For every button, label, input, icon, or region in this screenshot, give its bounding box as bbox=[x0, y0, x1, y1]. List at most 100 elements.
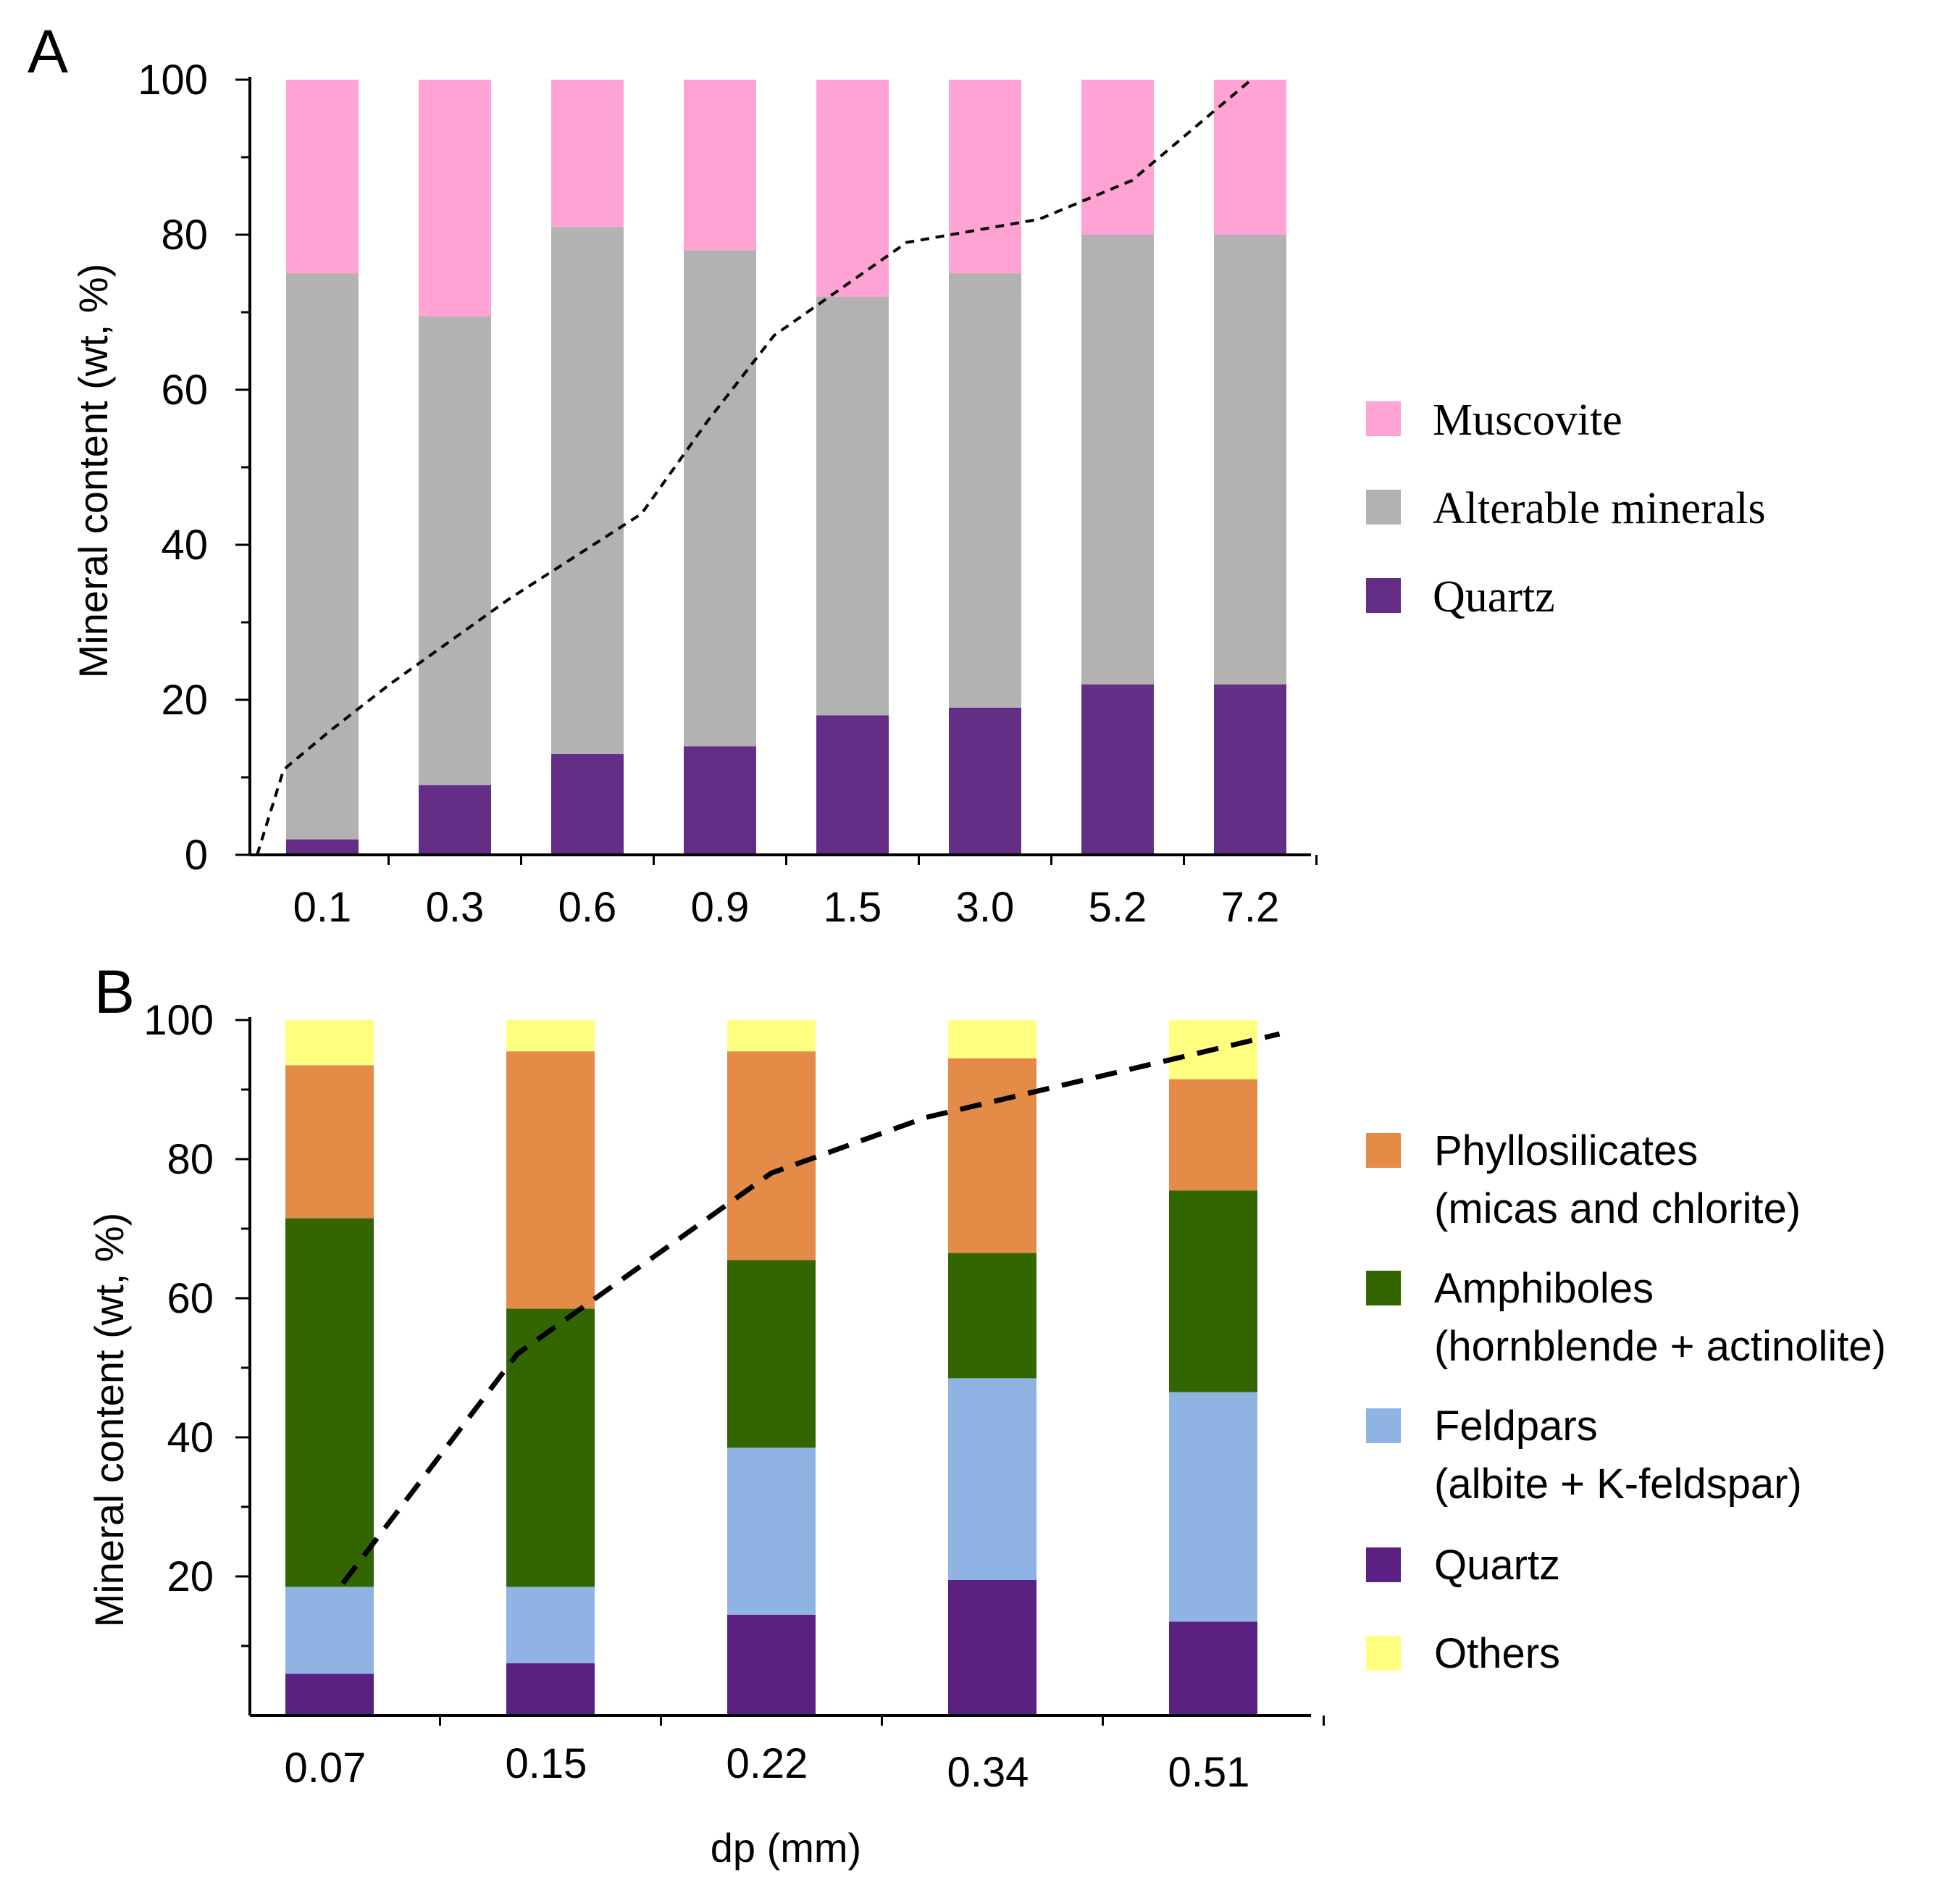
legend-swatch-feldpars bbox=[1366, 1408, 1401, 1443]
bar-segment-quartz bbox=[816, 715, 889, 855]
x-tick-label: 0.15 bbox=[506, 1740, 587, 1787]
y-tick-label: 0 bbox=[185, 832, 208, 879]
legend-detail: (micas and chlorite) bbox=[1434, 1185, 1801, 1232]
bar-segment-alterable-minerals bbox=[949, 273, 1021, 708]
panel-b: B 20 40 60 80 100 0.07 0.15 0.22 0.34 0.51 Minera… bbox=[86, 958, 1886, 1871]
panel-b-axes: 20 40 60 80 100 0.07 0.15 0.22 0.34 0.51 bbox=[143, 997, 1325, 1796]
x-tick-label: 0.9 bbox=[691, 884, 750, 931]
legend-label: Phyllosilicates bbox=[1434, 1127, 1698, 1174]
x-tick-label: 1.5 bbox=[824, 884, 882, 931]
legend-label: Feldpars bbox=[1434, 1403, 1598, 1450]
bar-segment-feldpars bbox=[506, 1587, 595, 1663]
legend-swatch-others bbox=[1366, 1636, 1401, 1671]
bar-segment-feldpars bbox=[285, 1587, 374, 1674]
bar-segment-muscovite bbox=[1081, 80, 1154, 235]
bar-segment-amphiboles bbox=[1169, 1190, 1257, 1392]
bar-segment-quartz bbox=[1169, 1621, 1257, 1716]
bar-segment-phyllosilicates bbox=[506, 1051, 595, 1309]
legend-swatch-amphiboles bbox=[1366, 1271, 1401, 1305]
legend-swatch-phyllosilicates bbox=[1366, 1133, 1401, 1168]
bar-segment-quartz bbox=[1081, 684, 1154, 855]
legend-swatch-quartz bbox=[1366, 1547, 1401, 1582]
x-tick-label: 0.1 bbox=[293, 884, 352, 931]
bar-segment-muscovite bbox=[286, 80, 359, 274]
bar-segment-muscovite bbox=[551, 80, 624, 227]
panel-b-bars bbox=[285, 1020, 1257, 1716]
bar-segment-alterable-minerals bbox=[684, 250, 756, 747]
panel-b-legend: Phyllosilicates (micas and chlorite) Amphi… bbox=[1366, 1127, 1886, 1677]
bar-segment-quartz bbox=[1214, 684, 1286, 855]
legend-swatch-alterable-minerals bbox=[1366, 490, 1401, 525]
panel-b-cumulative-curve bbox=[340, 1031, 1281, 1585]
panel-a-legend: Muscovite Alterable minerals Quartz bbox=[1366, 396, 1766, 622]
legend-label: Muscovite bbox=[1433, 396, 1622, 445]
bar-segment-amphiboles bbox=[285, 1218, 374, 1587]
panel-a-axes: 0 20 40 60 80 100 0.1 0.3 0.6 0.9 1.5 3.0 5.2 7.2 bbox=[138, 57, 1318, 931]
bar-segment-alterable-minerals bbox=[419, 316, 491, 785]
bar-segment-quartz bbox=[419, 785, 491, 855]
x-tick-label: 0.22 bbox=[726, 1740, 808, 1787]
panel-a-label: A bbox=[28, 17, 68, 85]
bar-segment-muscovite bbox=[419, 80, 491, 317]
cumulative-curve-line bbox=[256, 78, 1252, 856]
panel-b-label: B bbox=[94, 958, 135, 1026]
legend-label: Others bbox=[1434, 1630, 1560, 1677]
legend-label: Quartz bbox=[1433, 572, 1555, 622]
panel-b-y-axis-label: Mineral content (wt, %) bbox=[86, 1213, 132, 1628]
bar-segment-others bbox=[285, 1020, 374, 1066]
bar-segment-quartz bbox=[949, 707, 1021, 855]
bar-segment-others bbox=[948, 1020, 1036, 1058]
bar-segment-alterable-minerals bbox=[816, 296, 889, 716]
bar-segment-quartz bbox=[727, 1614, 816, 1716]
legend-detail: (hornblende + actinolite) bbox=[1434, 1323, 1886, 1370]
bar-segment-others bbox=[506, 1020, 595, 1052]
y-tick-label: 100 bbox=[143, 997, 214, 1044]
bar-segment-muscovite bbox=[684, 80, 756, 251]
panel-a-cumulative-curve bbox=[256, 78, 1252, 856]
bar-segment-alterable-minerals bbox=[1214, 235, 1286, 685]
bar-segment-quartz bbox=[506, 1663, 595, 1716]
panel-a-y-axis-label: Mineral content (wt, %) bbox=[70, 264, 116, 679]
bar-segment-muscovite bbox=[1214, 80, 1286, 235]
cumulative-curve-line bbox=[340, 1031, 1281, 1585]
bar-segment-amphiboles bbox=[948, 1253, 1036, 1379]
y-tick-label: 80 bbox=[167, 1136, 214, 1183]
y-tick-label: 20 bbox=[161, 677, 208, 724]
bar-segment-quartz bbox=[551, 753, 624, 855]
bar-segment-phyllosilicates bbox=[285, 1065, 374, 1219]
panel-a-bars bbox=[286, 80, 1286, 855]
bar-segment-feldpars bbox=[948, 1378, 1036, 1580]
legend-swatch-quartz bbox=[1366, 578, 1401, 613]
bar-segment-phyllosilicates bbox=[948, 1058, 1036, 1253]
x-tick-label: 0.3 bbox=[426, 884, 485, 931]
x-tick-label: 0.6 bbox=[558, 884, 617, 931]
legend-label: Amphiboles bbox=[1434, 1265, 1654, 1312]
bar-segment-others bbox=[727, 1020, 816, 1052]
y-tick-label: 40 bbox=[167, 1414, 214, 1461]
y-tick-label: 80 bbox=[161, 212, 208, 259]
bar-segment-quartz bbox=[948, 1579, 1036, 1716]
bar-segment-amphiboles bbox=[506, 1308, 595, 1587]
bar-segment-quartz bbox=[286, 839, 359, 855]
bar-segment-phyllosilicates bbox=[1169, 1079, 1257, 1191]
legend-swatch-muscovite bbox=[1366, 401, 1401, 436]
x-tick-label: 3.0 bbox=[956, 884, 1015, 931]
x-tick-label: 0.34 bbox=[947, 1749, 1029, 1796]
bar-segment-phyllosilicates bbox=[727, 1051, 816, 1261]
x-tick-label: 0.07 bbox=[285, 1744, 367, 1792]
bar-segment-quartz bbox=[285, 1673, 374, 1716]
bar-segment-alterable-minerals bbox=[1081, 235, 1154, 685]
panel-b-x-axis-label: dp (mm) bbox=[711, 1825, 861, 1871]
bar-segment-muscovite bbox=[949, 80, 1021, 274]
legend-detail: (albite + K-feldspar) bbox=[1434, 1461, 1802, 1508]
bar-segment-alterable-minerals bbox=[551, 227, 624, 754]
bar-segment-muscovite bbox=[816, 80, 889, 297]
x-tick-label: 5.2 bbox=[1089, 884, 1147, 931]
y-tick-label: 20 bbox=[167, 1553, 214, 1600]
y-tick-label: 60 bbox=[167, 1275, 214, 1322]
bar-segment-quartz bbox=[684, 746, 756, 855]
x-tick-label: 0.51 bbox=[1168, 1749, 1250, 1796]
x-tick-label: 7.2 bbox=[1221, 884, 1280, 931]
legend-label: Quartz bbox=[1434, 1542, 1560, 1589]
